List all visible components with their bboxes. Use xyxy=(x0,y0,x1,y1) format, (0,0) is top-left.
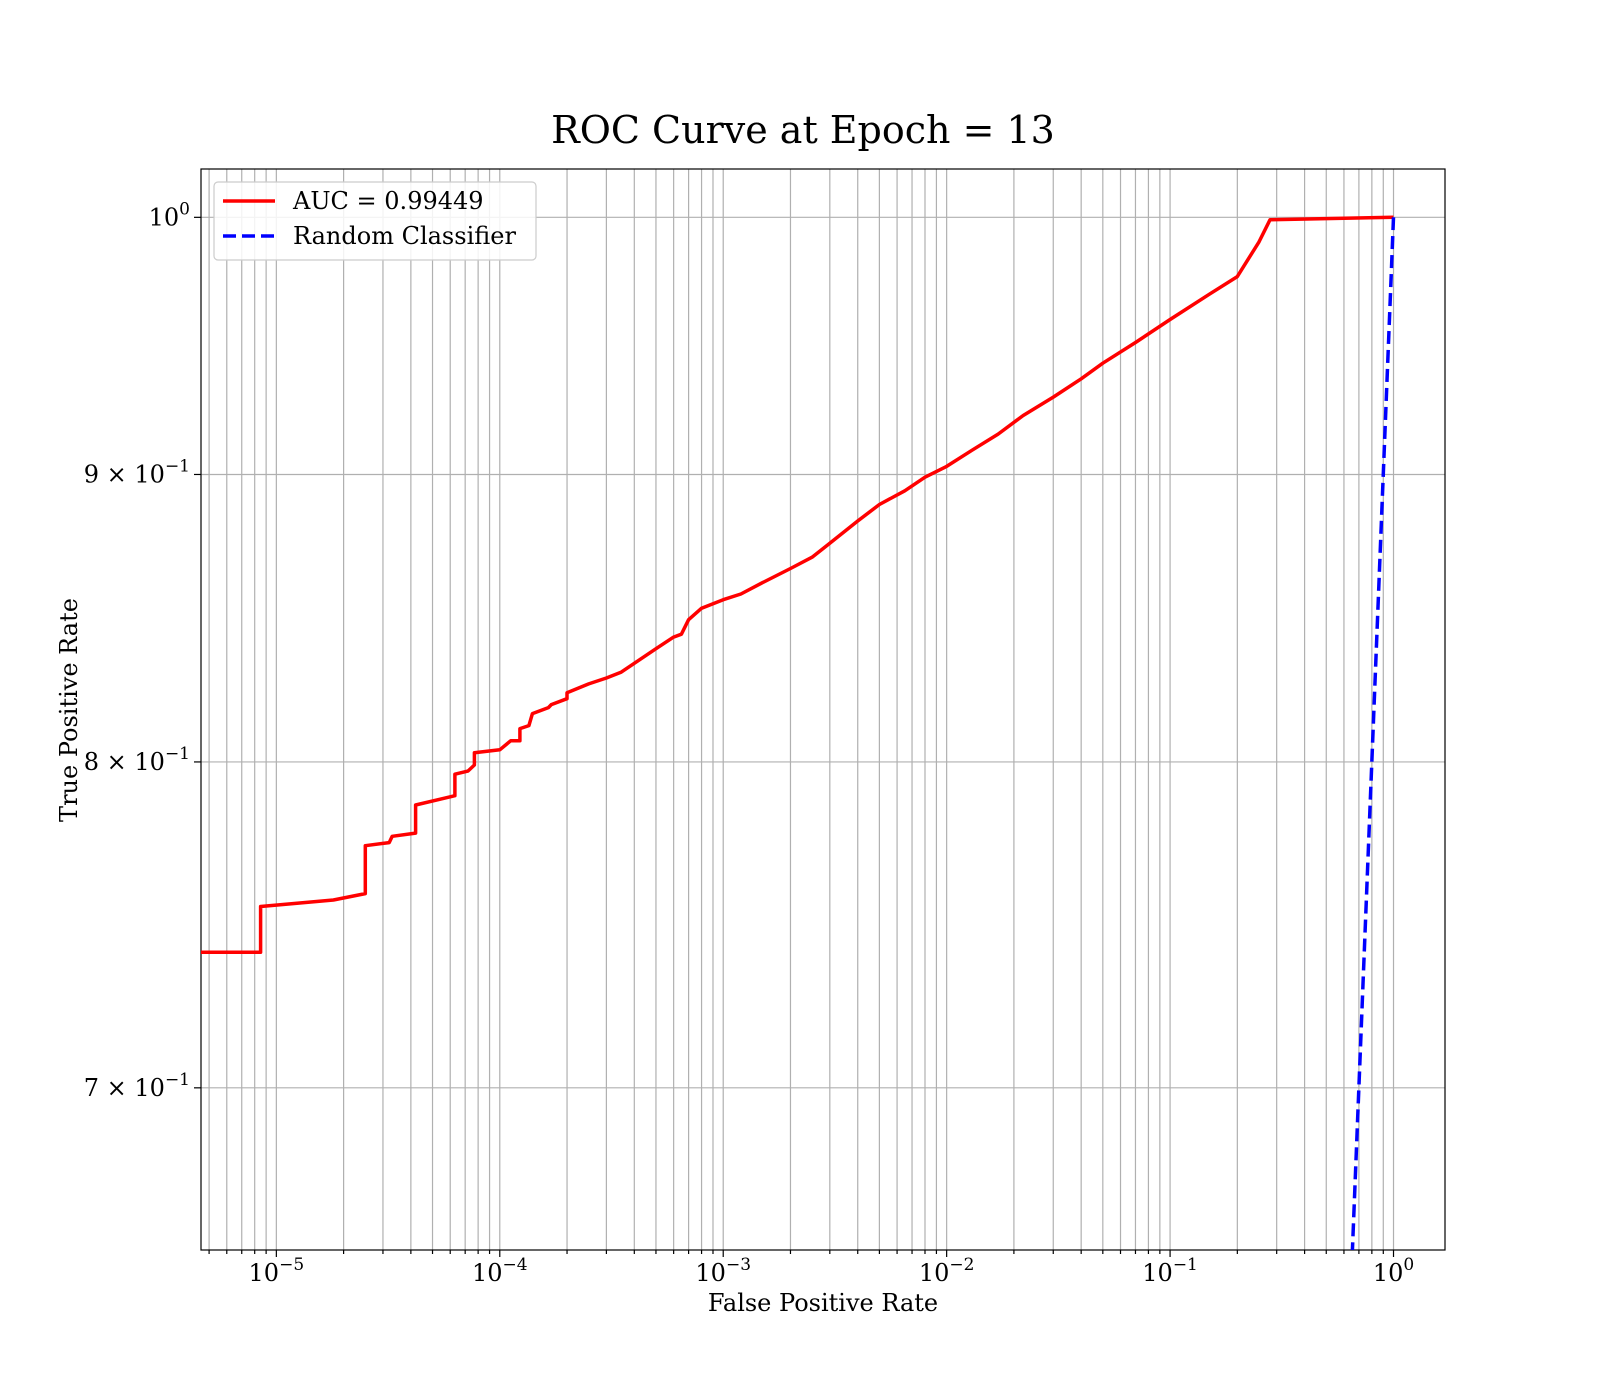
x-tick-label: 10−3 xyxy=(695,1255,751,1287)
x-tick-label: 10−1 xyxy=(1142,1255,1198,1287)
y-axis-label: True Positive Rate xyxy=(55,598,83,822)
random-classifier-line xyxy=(1350,217,1396,1250)
x-axis-label: False Positive Rate xyxy=(708,1289,938,1317)
chart-title: ROC Curve at Epoch = 13 xyxy=(551,108,1055,152)
y-axis-ticks: 100 9 × 10−1 8 × 10−1 7 × 10−1 xyxy=(84,199,201,1102)
plot-frame xyxy=(200,168,1446,1251)
roc-curve-line xyxy=(201,215,1394,954)
x-tick-label: 100 xyxy=(1373,1255,1414,1287)
x-axis-ticks: 10−5 10−4 10−3 10−2 10−1 100 xyxy=(208,1250,1414,1287)
y-tick-label: 100 xyxy=(149,199,190,231)
x-tick-label: 10−4 xyxy=(472,1255,528,1287)
legend: AUC = 0.99449 Random Classifier xyxy=(213,181,537,261)
y-tick-label: 9 × 10−1 xyxy=(84,456,190,488)
legend-label-auc: AUC = 0.99449 xyxy=(292,187,484,215)
y-tick-label: 7 × 10−1 xyxy=(84,1070,190,1102)
legend-label-random: Random Classifier xyxy=(293,222,516,250)
x-tick-label: 10−2 xyxy=(919,1255,975,1287)
legend-box xyxy=(213,181,537,261)
grid-lines xyxy=(201,169,1445,1250)
y-tick-label: 8 × 10−1 xyxy=(84,744,190,776)
series-lines xyxy=(201,215,1396,1250)
x-tick-label: 10−5 xyxy=(249,1255,305,1287)
